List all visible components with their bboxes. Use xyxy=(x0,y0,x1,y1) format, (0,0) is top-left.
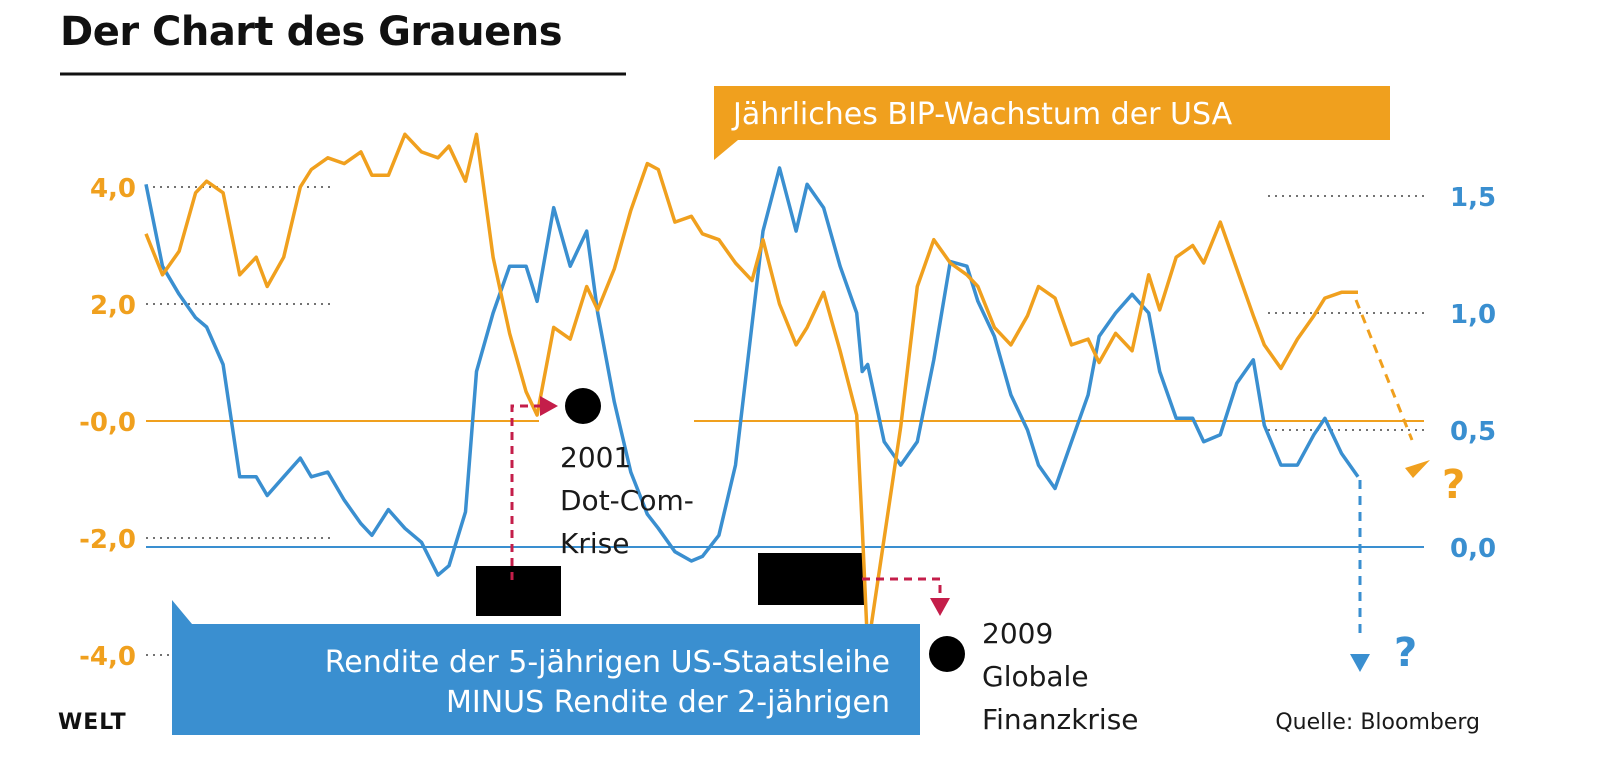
orange-future-arrow xyxy=(1354,299,1414,441)
red-arrow-2001 xyxy=(510,404,540,580)
welt-logo: WELT xyxy=(58,710,127,735)
red-arrow-2009 xyxy=(862,577,942,600)
event-dot-2009 xyxy=(929,636,965,672)
left-axis: 4,0 2,0 -0,0 -2,0 -4,0 xyxy=(79,174,136,672)
right-tick-label: 1,5 xyxy=(1450,183,1496,213)
event-dot-2001 xyxy=(565,388,601,424)
question-mark-gdp: ? xyxy=(1442,462,1465,508)
inversion-box-2007 xyxy=(758,553,865,605)
right-tick-label: 0,0 xyxy=(1450,534,1496,564)
spread-label-line1: Rendite der 5-jährigen US-Staatsleihe xyxy=(325,645,890,680)
right-axis: 1,5 1,0 0,5 0,0 xyxy=(1450,183,1496,564)
red-arrow-2001-head xyxy=(540,396,558,416)
gdp-label-box xyxy=(714,86,1390,160)
right-tick-label: 0,5 xyxy=(1450,417,1496,447)
annotation-2001-year: 2001 xyxy=(560,441,631,474)
blue-future-arrow-head xyxy=(1350,654,1370,672)
gdp-label-text: Jährliches BIP-Wachstum der USA xyxy=(731,97,1233,132)
annotation-2009-line3: Finanzkrise xyxy=(982,703,1139,736)
red-arrow-2009-head xyxy=(930,598,950,616)
orange-future-arrow-head xyxy=(1405,460,1430,478)
left-tick-label: -2,0 xyxy=(79,525,136,555)
series-line-gdp xyxy=(144,132,1358,651)
right-tick-label: 1,0 xyxy=(1450,300,1496,330)
annotation-2001-line3: Krise xyxy=(560,527,629,560)
series-line-spread xyxy=(144,166,1360,577)
left-tick-label: 2,0 xyxy=(90,291,136,321)
left-tick-label: 4,0 xyxy=(90,174,136,204)
inversion-box-2000 xyxy=(476,566,561,616)
chart-title: Der Chart des Grauens xyxy=(60,9,562,55)
source-label: Quelle: Bloomberg xyxy=(1275,710,1480,735)
spread-label-box xyxy=(172,600,920,735)
spread-label-line2: MINUS Rendite der 2-jährigen xyxy=(446,685,890,720)
series-layer xyxy=(144,132,1360,651)
question-mark-spread: ? xyxy=(1394,630,1417,676)
annotation-2001-line2: Dot-Com- xyxy=(560,484,694,517)
left-tick-label: -4,0 xyxy=(79,642,136,672)
annotation-2009-year: 2009 xyxy=(982,617,1053,650)
left-tick-label: -0,0 xyxy=(79,408,136,438)
annotation-2009-line2: Globale xyxy=(982,660,1089,693)
